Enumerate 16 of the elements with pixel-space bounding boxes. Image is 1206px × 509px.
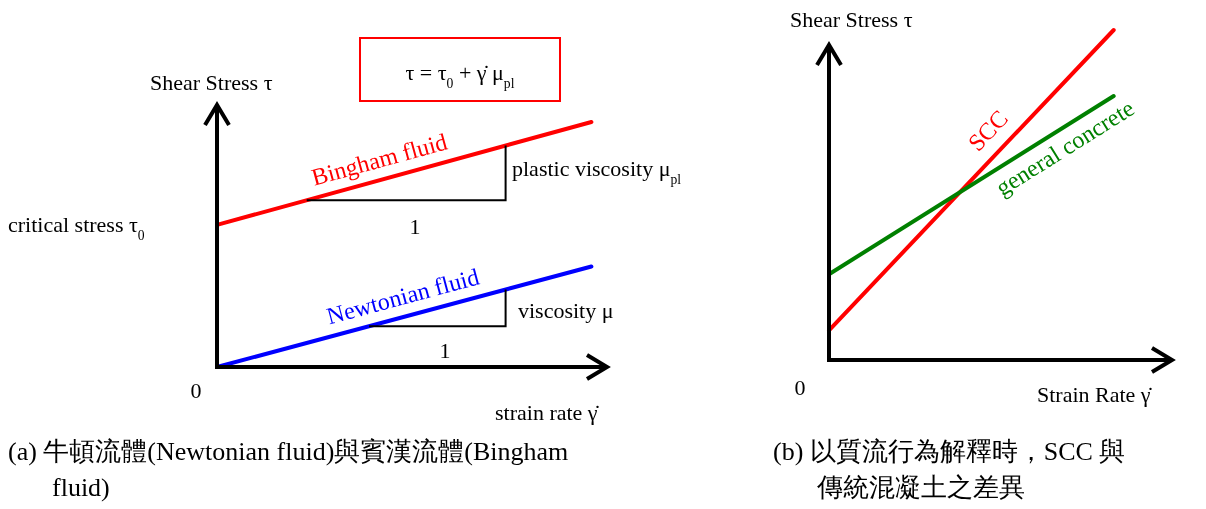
y-axis-title: Shear Stress τ	[150, 70, 273, 95]
annotation: critical stress τ$_{0}$	[8, 212, 145, 243]
annotation: plastic viscosity μ$_{pl}$	[512, 156, 682, 187]
text: 0	[794, 375, 806, 400]
text: Newtonian fluid	[323, 263, 482, 330]
text: (b) 以質流行為解釋時，SCC 與傳統混凝土之差異	[773, 437, 1126, 502]
annotation: 1	[409, 214, 421, 239]
x-axis-title: strain rate γ̇	[495, 400, 600, 425]
annotation: viscosity μ	[518, 298, 614, 323]
y-axis-title: Shear Stress τ	[790, 7, 913, 32]
annotation: 1	[439, 338, 451, 363]
text: (a) 牛頓流體(Newtonian fluid)與賓漢流體(Bingham fluid)	[8, 437, 569, 502]
text: 0	[190, 378, 202, 403]
text: τ = τ$_{0}$ + γ̇ μ$_{pl}$	[405, 60, 515, 91]
text: Bingham fluid	[308, 128, 451, 191]
x-axis-title: Strain Rate γ̇	[1037, 382, 1153, 407]
